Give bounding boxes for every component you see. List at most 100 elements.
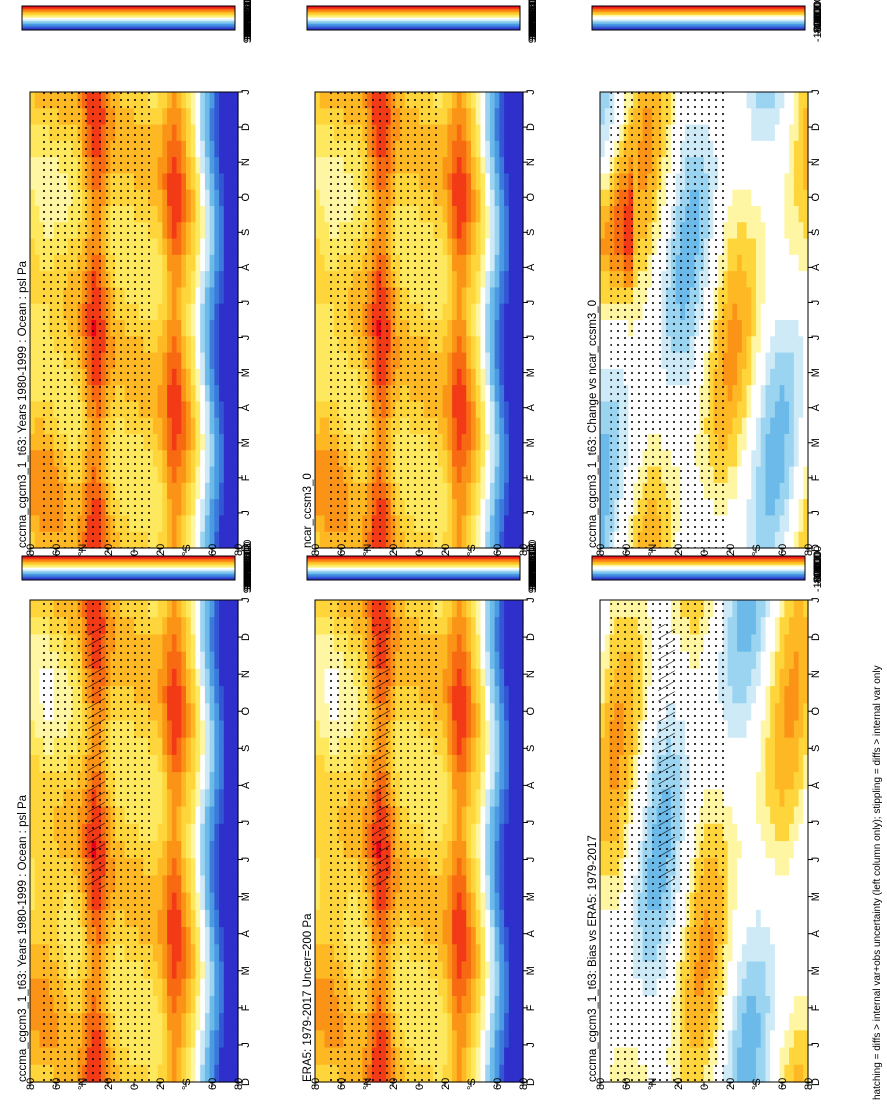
heat-cell [437,720,444,739]
heat-cell [162,92,168,109]
heat-cell [181,668,187,687]
heat-cell [157,754,163,773]
heat-cell [499,499,505,517]
heat-cell [452,617,458,636]
heat-cell [195,961,201,980]
colorbar-label: 100000 [527,2,539,39]
heat-cell [504,303,510,321]
heat-cell [176,978,182,997]
heat-cell [228,754,234,773]
heat-cell [157,189,163,207]
heat-cell [176,189,182,207]
heat-cell [34,173,41,191]
heat-cell [475,206,482,223]
heat-cell [204,617,211,636]
heat-cell [315,482,321,500]
heat-cell [152,703,159,722]
heat-cell [319,352,326,370]
heat-cell [233,515,239,533]
heat-cell [447,995,453,1014]
heat-cell [319,499,326,517]
lat-tick-label: 60 [207,1078,219,1090]
heat-cell [233,466,239,484]
heat-cell [186,173,192,191]
heat-cell [223,368,230,386]
heat-cell [157,336,163,354]
heat-cell [176,401,182,419]
heat-cell [475,651,482,670]
heat-cell [475,320,482,337]
heat-cell [233,737,239,756]
heat-cell [461,720,467,739]
heat-cell [315,222,321,240]
heat-cell [157,806,163,825]
heat-cell [181,303,187,321]
heat-cell [475,303,482,321]
heat-cell [456,368,463,386]
heat-cell [152,841,159,859]
heat-cell [233,222,239,240]
heat-cell [466,668,472,687]
heat-cell [452,858,458,877]
heat-cell [200,238,206,256]
heat-cell [200,336,206,354]
heat-cell [228,944,234,963]
heat-cell [214,772,220,790]
heat-cell [190,841,197,859]
heat-cell [456,450,463,468]
heat-cell [219,417,225,435]
heat-cell [513,287,519,305]
heat-cell [480,737,486,756]
heat-cell [219,482,225,500]
heat-cell [437,124,444,142]
heat-cell [494,368,500,386]
heat-cell [228,238,234,256]
heat-cell [447,875,453,894]
heat-cell [195,108,201,126]
heat-cell [171,668,178,687]
heat-cell [34,124,41,142]
heat-cell [471,531,477,549]
heat-cell [437,600,444,618]
heat-cell [504,189,510,207]
heat-cell [209,92,215,109]
heat-cell [152,668,159,687]
heat-cell [157,450,163,468]
heat-cell [190,651,197,670]
heat-cell [461,1030,467,1049]
heat-cell [475,531,482,549]
heat-cell [447,600,453,618]
heat-cell [214,417,220,435]
time-tick-label: A [525,403,537,411]
heat-cell [190,1047,197,1066]
heat-cell [485,287,491,305]
heat-cell [315,385,321,403]
heat-cell [152,173,159,191]
heat-cell [489,320,496,337]
heat-cell [442,124,448,142]
heat-cell [157,1013,163,1031]
heat-cell [152,927,159,945]
heat-cell [452,401,458,419]
heat-cell [471,336,477,354]
heat-cell [181,651,187,670]
heat-cell [223,336,230,354]
heat-cell [461,1047,467,1066]
heat-cell [508,320,515,337]
heat-cell [319,401,326,419]
heat-cell [471,754,477,773]
heat-cell [452,336,458,354]
heat-cell [223,1030,230,1049]
heat-cell [489,287,496,305]
time-tick-label: F [240,1004,252,1011]
heat-cell [442,789,448,808]
heat-cell [485,401,491,419]
heat-cell [195,737,201,756]
heat-cell [152,1013,159,1031]
heat-cell [200,499,206,517]
heat-cell [195,417,201,435]
heat-cell [30,944,36,963]
heat-cell [518,287,524,305]
heat-cell [186,1013,192,1031]
heat-cell [200,617,206,636]
